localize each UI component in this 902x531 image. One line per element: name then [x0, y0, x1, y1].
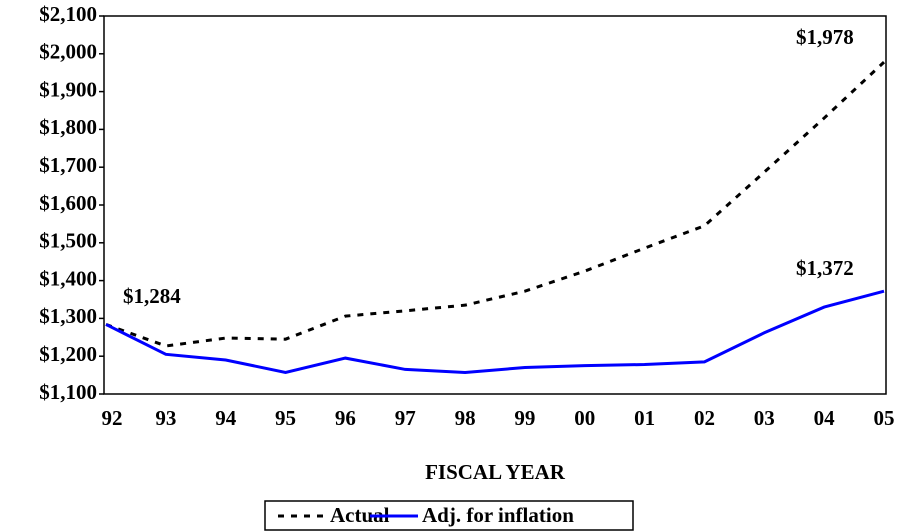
x-tick-label: 04: [814, 406, 836, 430]
y-tick-label: $1,800: [39, 115, 97, 139]
series-line: [105, 61, 886, 348]
y-tick-label: $1,600: [39, 191, 97, 215]
x-tick-label: 00: [574, 406, 595, 430]
x-tick-label: 92: [102, 406, 123, 430]
y-tick-label: $1,500: [39, 229, 97, 253]
x-tick-label: 96: [335, 406, 356, 430]
y-tick-label: $2,100: [39, 2, 97, 26]
y-tick-label: $1,300: [39, 304, 97, 328]
y-tick-label: $1,100: [39, 380, 97, 404]
x-tick-label: 93: [155, 406, 176, 430]
x-tick-label: 98: [455, 406, 476, 430]
series-line: [105, 289, 885, 374]
y-tick-label: $2,000: [39, 40, 97, 64]
x-tick-label: 94: [215, 406, 237, 430]
annotation: $1,284: [123, 284, 181, 308]
annotation: $1,372: [796, 256, 854, 280]
x-tick-label: 99: [514, 406, 535, 430]
x-tick-label: 02: [694, 406, 715, 430]
legend-box: [264, 500, 634, 531]
annotation: $1,978: [796, 25, 854, 49]
y-tick-label: $1,400: [39, 266, 97, 290]
x-tick-label: 97: [395, 406, 416, 430]
y-tick-label: $1,200: [39, 342, 97, 366]
x-tick-label: 05: [874, 406, 895, 430]
y-tick-label: $1,900: [39, 77, 97, 101]
x-axis-label: FISCAL YEAR: [425, 460, 566, 484]
x-tick-label: 95: [275, 406, 296, 430]
x-tick-label: 03: [754, 406, 775, 430]
x-tick-label: 01: [634, 406, 655, 430]
y-tick-label: $1,700: [39, 153, 97, 177]
legend-label: Adj. for inflation: [422, 503, 574, 527]
